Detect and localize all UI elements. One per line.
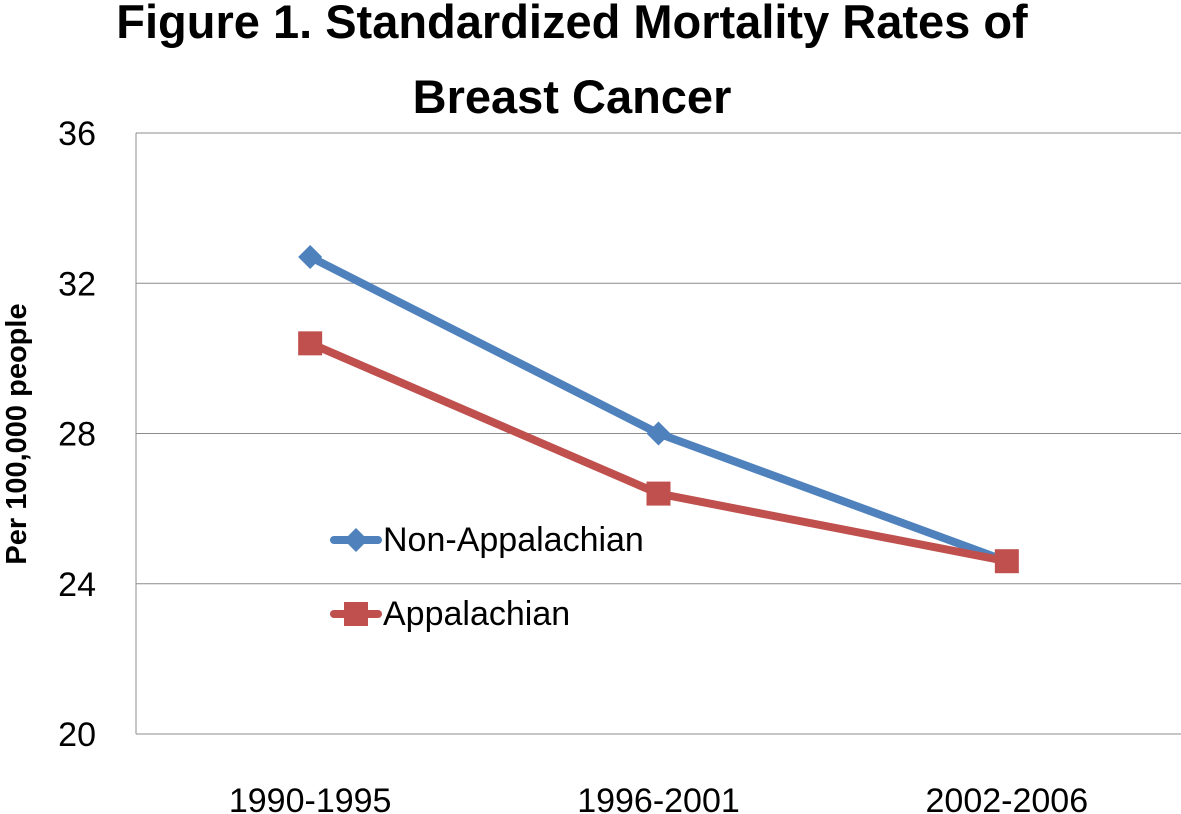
- data-point-non-appalachian-1: [646, 421, 671, 446]
- y-tick-label-28: 28: [58, 416, 96, 454]
- chart-title-line-2: Breast Cancer: [413, 70, 732, 123]
- data-point-appalachian-1: [646, 481, 671, 506]
- data-point-appalachian-2: [994, 549, 1019, 574]
- legend-label-non-appalachian: Non-Appalachian: [383, 521, 644, 559]
- legend: Non-Appalachian Appalachian: [330, 521, 644, 633]
- plot-area: 20 24 28 32 36 1990-1995 1996-2001 2002-2006: [58, 115, 1181, 814]
- x-tick-label-1996-2001: 1996-2001: [577, 782, 740, 814]
- legend-marker-non-appalachian: [344, 528, 368, 552]
- y-tick-label-24: 24: [58, 566, 96, 604]
- data-point-appalachian-0: [298, 331, 323, 356]
- legend-marker-appalachian: [344, 602, 368, 626]
- data-point-non-appalachian-0: [298, 244, 323, 269]
- y-tick-label-32: 32: [58, 265, 96, 303]
- y-axis-label: Per 100,000 people: [1, 303, 33, 564]
- y-tick-label-36: 36: [58, 115, 96, 153]
- chart-title-line-1: Figure 1. Standardized Mortality Rates o…: [116, 0, 1028, 48]
- x-tick-label-1990-1995: 1990-1995: [229, 782, 392, 814]
- y-tick-label-20: 20: [58, 716, 96, 754]
- legend-label-appalachian: Appalachian: [383, 595, 570, 633]
- x-tick-label-2002-2006: 2002-2006: [926, 782, 1089, 814]
- series-line-non-appalachian: [306, 252, 1011, 566]
